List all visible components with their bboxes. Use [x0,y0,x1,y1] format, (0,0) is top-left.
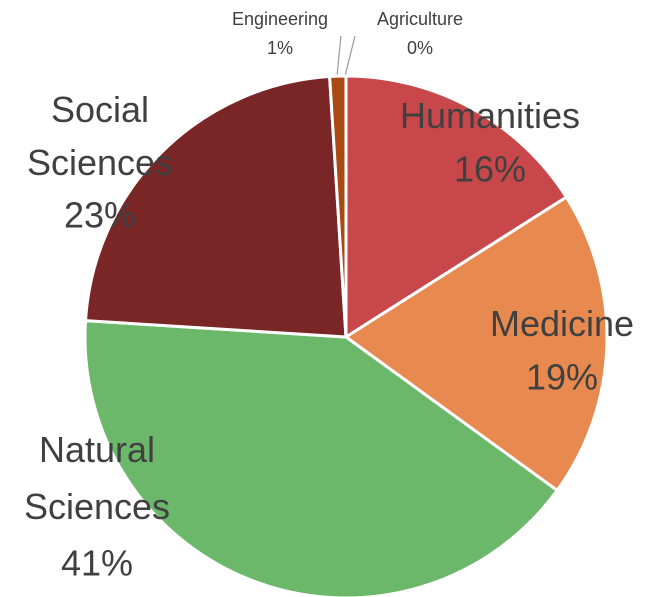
slice-value-label: 41% [61,543,133,584]
slice-value-label: 23% [64,195,136,236]
slice-label: Agriculture [377,9,463,29]
slice-value-label: 0% [407,38,433,58]
slice-label: Engineering [232,9,328,29]
leader-line [344,35,356,77]
slice-value-label: 1% [267,38,293,58]
pie-slice [83,74,348,339]
slice-label: Natural Sciences [24,429,170,527]
slice-value-label: 16% [454,149,526,190]
slice-value-label: 19% [526,357,598,398]
slice-label: Medicine [490,303,634,344]
slice-label: Social Sciences [27,89,173,183]
pie-slice [343,195,609,493]
pie-slice [328,74,348,338]
leader-line [336,35,342,77]
slice-label: Humanities [400,95,580,136]
pie-slice [83,319,560,597]
pie-slice [344,74,569,340]
